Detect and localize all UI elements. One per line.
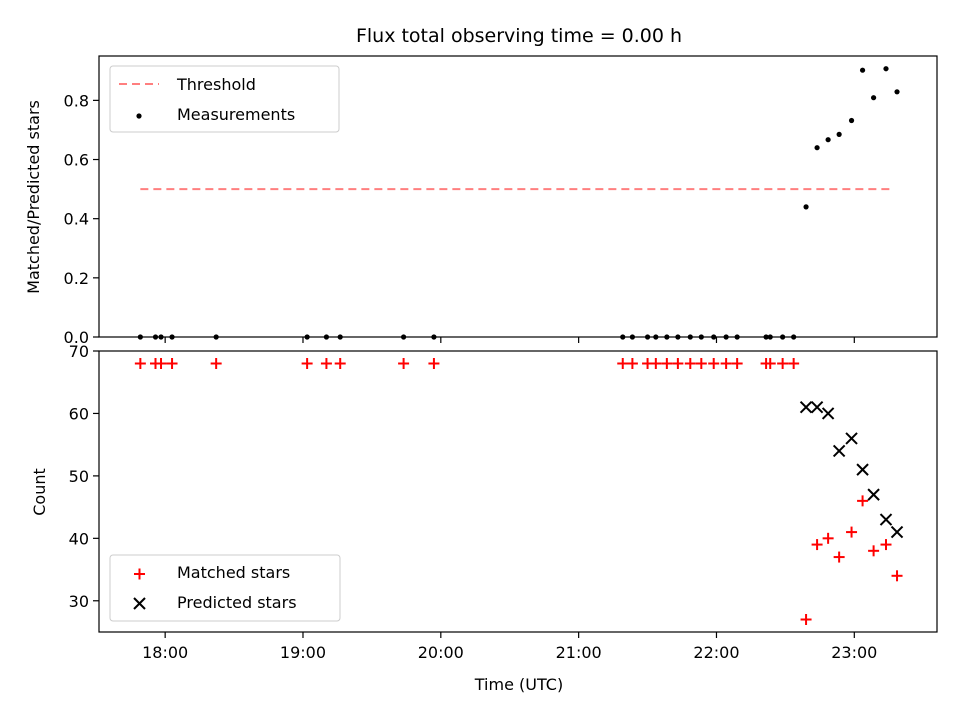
matched-star-point: [617, 357, 629, 369]
top-plot-frame: [98, 55, 938, 338]
bottom-x-tick-label: 23:00: [831, 643, 877, 662]
matched-star-point: [846, 526, 858, 538]
matched-star-point: [695, 357, 707, 369]
top-legend-box: [109, 65, 340, 133]
bottom-x-tick-label: 22:00: [693, 643, 739, 662]
threshold-legend-label: Threshold: [176, 75, 256, 94]
predicted-star-point: [845, 432, 858, 445]
matched-star-point: [764, 357, 776, 369]
matched-star-point: [708, 357, 720, 369]
bottom-x-tick-label: 20:00: [418, 643, 464, 662]
measurement-point: [870, 95, 877, 101]
matched-star-point: [720, 357, 732, 369]
matched-star-point: [777, 357, 789, 369]
matched-stars-legend-label: Matched stars: [177, 563, 290, 582]
top-y-tick-label: 0.8: [64, 91, 89, 110]
matched-star-point: [857, 495, 869, 507]
measurement-point: [814, 145, 820, 151]
top-y-axis-label: Matched/Predicted stars: [24, 100, 43, 294]
predicted-stars-legend-marker: [133, 597, 146, 610]
measurement-point: [894, 89, 900, 95]
measurements-legend-label: Measurements: [177, 105, 295, 124]
predicted-star-point: [810, 400, 824, 414]
measurement-point: [825, 137, 831, 143]
measurement-point: [803, 204, 809, 210]
bottom-plot-frame: [98, 350, 938, 633]
matched-star-point: [134, 357, 146, 369]
measurement-point: [848, 117, 855, 124]
matched-star-point: [880, 539, 892, 551]
matched-star-point: [650, 357, 662, 369]
predicted-star-point: [821, 407, 835, 420]
top-y-tick-label: 0.2: [64, 269, 89, 288]
matched-star-point: [684, 357, 696, 369]
matched-star-point: [428, 357, 440, 369]
top-panel: 0.00.20.40.60.8 Matched/Predicted stars …: [24, 55, 938, 347]
bottom-y-tick-label: 40: [69, 529, 89, 548]
bottom-legend: Matched stars Predicted stars: [109, 554, 341, 622]
matched-star-point: [155, 357, 167, 369]
matched-star-point: [891, 570, 903, 582]
x-axis-label: Time (UTC): [474, 675, 563, 694]
matched-stars-legend-marker: [134, 568, 145, 580]
predicted-star-point: [856, 463, 869, 476]
top-y-tick-label: 0.6: [64, 151, 89, 170]
predicted-star-point: [867, 488, 880, 501]
top-legend: Threshold Measurements: [109, 65, 340, 133]
bottom-panel: 30 40 50 60 70 18:00 19:00 20:00 21:00 22:00 23:0…: [30, 342, 938, 694]
matched-star-point: [210, 357, 222, 369]
bottom-y-axis-label: Count: [30, 468, 49, 516]
matched-star-point: [661, 357, 673, 369]
bottom-legend-box: [109, 554, 341, 622]
matched-star-point: [833, 551, 845, 563]
bottom-y-tick-label: 50: [69, 467, 89, 486]
matched-star-point: [868, 545, 880, 557]
matched-star-point: [731, 357, 743, 369]
top-y-tick-label: 0.4: [64, 210, 89, 229]
bottom-x-tick-label: 18:00: [142, 643, 188, 662]
measurements-legend-marker: [136, 113, 142, 119]
measurement-point: [836, 131, 842, 137]
measurement-point: [859, 67, 866, 73]
chart-title: Flux total observing time = 0.00 h: [356, 25, 682, 47]
predicted-star-point: [799, 400, 813, 414]
bottom-y-tick-label: 60: [69, 404, 89, 423]
top-y-tick-label: 0.0: [64, 328, 89, 347]
matched-star-point: [320, 357, 332, 369]
bottom-x-tick-label: 19:00: [280, 643, 326, 662]
matched-star-point: [301, 357, 313, 369]
matched-star-point: [672, 357, 684, 369]
matched-star-point: [626, 357, 638, 369]
matched-star-point: [822, 532, 834, 544]
bottom-y-tick-label: 30: [69, 592, 89, 611]
predicted-star-point: [879, 513, 893, 526]
matched-star-point: [811, 539, 823, 551]
predicted-star-point: [890, 525, 904, 539]
matched-star-point: [334, 357, 346, 369]
matched-star-point: [398, 357, 410, 369]
matched-star-point: [788, 357, 800, 369]
bottom-x-tick-label: 21:00: [556, 643, 602, 662]
predicted-stars-legend-label: Predicted stars: [177, 593, 297, 612]
matched-star-point: [166, 357, 178, 369]
matched-star-point: [800, 614, 812, 626]
measurement-point: [883, 66, 889, 72]
predicted-star-point: [832, 444, 846, 458]
bottom-y-tick-label: 70: [69, 342, 89, 361]
